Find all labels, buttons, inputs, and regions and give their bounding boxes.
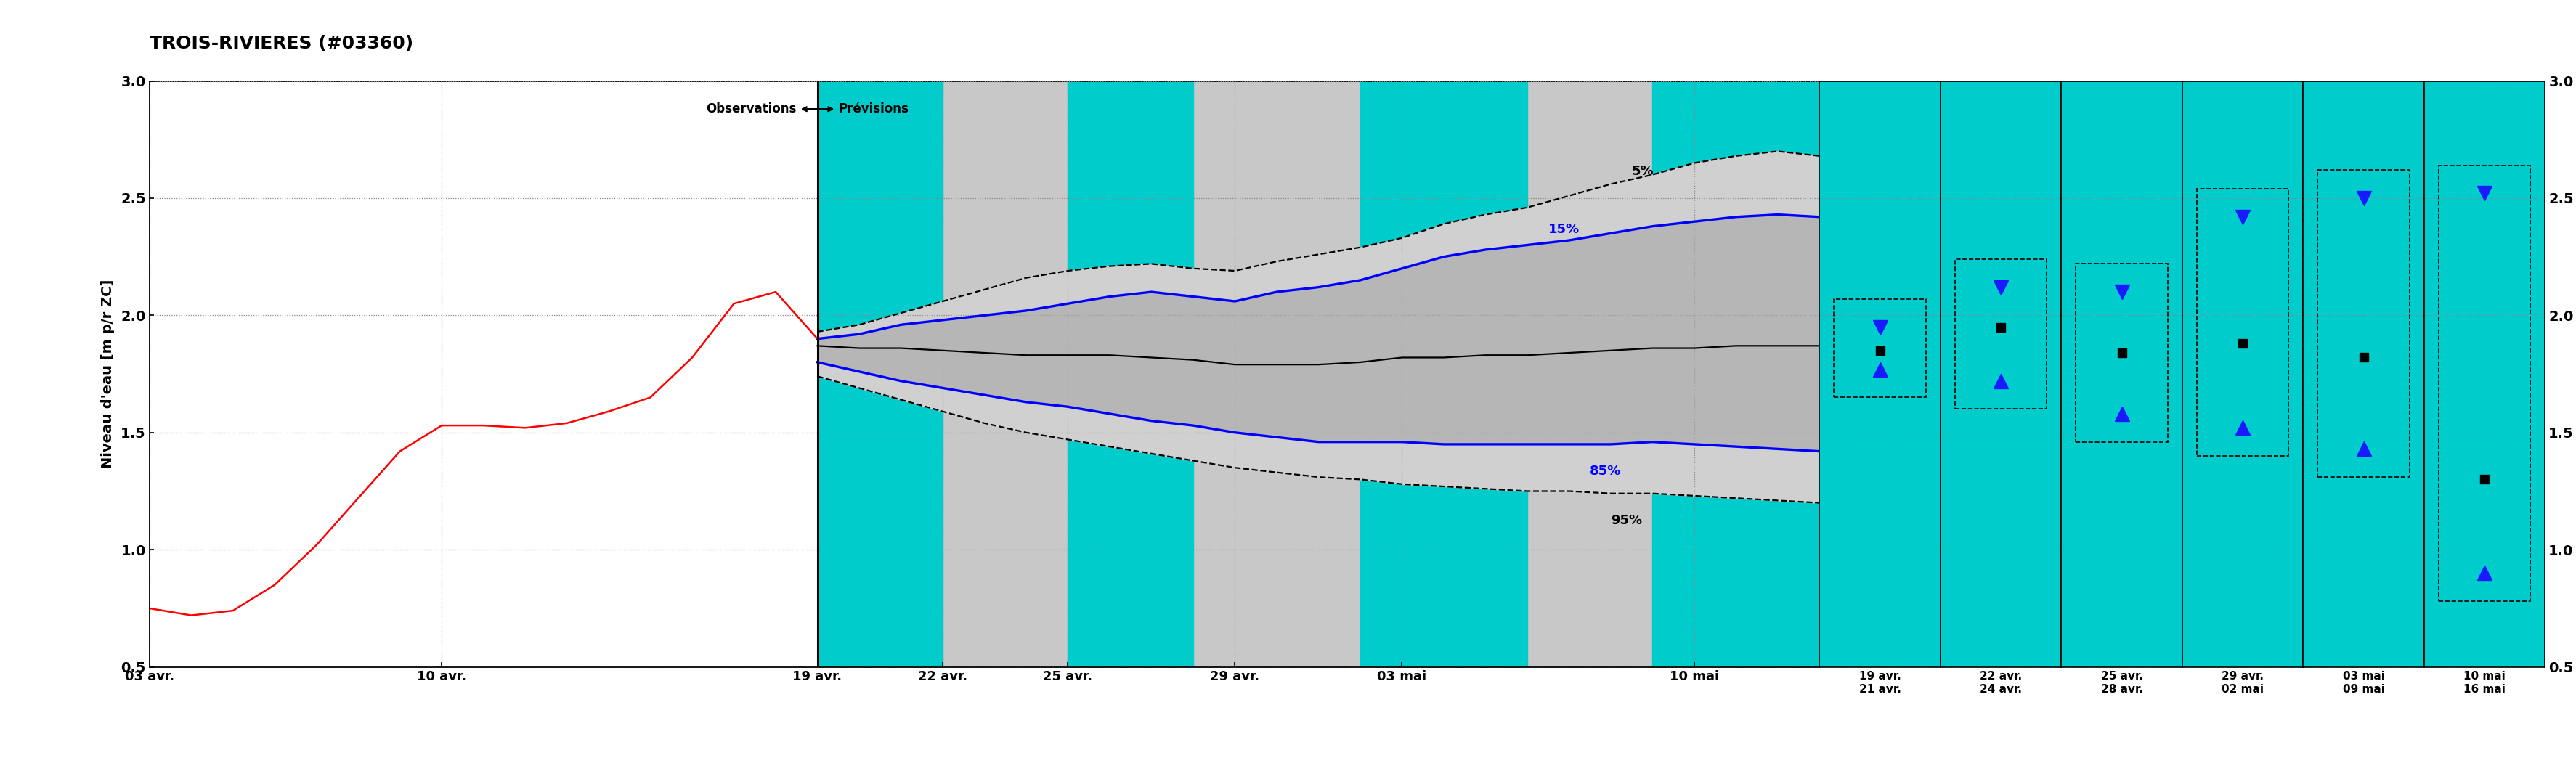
X-axis label: 29 avr.
02 mai: 29 avr. 02 mai — [2221, 671, 2264, 695]
X-axis label: 22 avr.
24 avr.: 22 avr. 24 avr. — [1981, 671, 2022, 695]
Bar — [817, 81, 943, 667]
Text: 5%: 5% — [1631, 164, 1654, 177]
Y-axis label: Niveau d'eau [m p/r ZC]: Niveau d'eau [m p/r ZC] — [100, 279, 116, 469]
X-axis label: 03 mai
09 mai: 03 mai 09 mai — [2342, 671, 2385, 695]
Text: TROIS-RIVIERES (#03360): TROIS-RIVIERES (#03360) — [149, 35, 412, 52]
X-axis label: 25 avr.
28 avr.: 25 avr. 28 avr. — [2102, 671, 2143, 695]
Bar — [1069, 81, 1193, 667]
X-axis label: 19 avr.
21 avr.: 19 avr. 21 avr. — [1860, 671, 1901, 695]
Text: 15%: 15% — [1548, 223, 1579, 236]
Text: Prévisions: Prévisions — [837, 103, 909, 116]
Bar — [817, 81, 1819, 667]
X-axis label: 10 mai
16 mai: 10 mai 16 mai — [2463, 671, 2506, 695]
Text: Observations: Observations — [706, 103, 796, 116]
Bar — [1651, 81, 1819, 667]
Bar — [1360, 81, 1528, 667]
Text: 95%: 95% — [1610, 513, 1641, 527]
Text: 85%: 85% — [1589, 465, 1620, 477]
